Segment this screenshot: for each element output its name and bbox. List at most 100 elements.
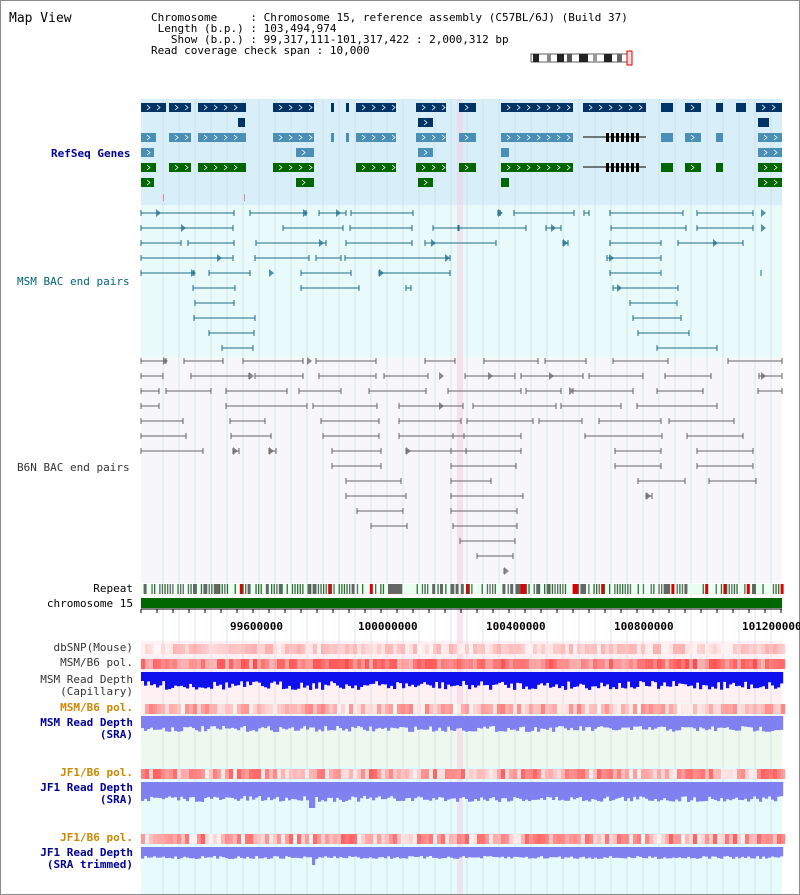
track-label-refseq[interactable]: RefSeq Genes bbox=[51, 147, 131, 160]
gene-feature bbox=[416, 133, 446, 142]
gene-exon bbox=[621, 163, 624, 172]
heat-cell bbox=[341, 834, 346, 844]
heat-cell bbox=[565, 769, 570, 779]
repeat-element bbox=[715, 584, 717, 594]
heat-cell bbox=[349, 704, 354, 714]
refseq-genes-track[interactable] bbox=[141, 103, 782, 201]
strand-arrow bbox=[146, 149, 151, 156]
track-label-msm-bac[interactable]: MSM BAC end pairs bbox=[17, 275, 130, 288]
depth-bar bbox=[543, 782, 547, 800]
bac-end-marker bbox=[336, 209, 341, 217]
depth-bar bbox=[549, 716, 553, 728]
heat-cell bbox=[689, 704, 694, 714]
depth-bar bbox=[780, 672, 784, 684]
depth-bar bbox=[333, 847, 337, 857]
track-label-msm-b6-pol-2[interactable]: MSM/B6 pol. bbox=[60, 701, 133, 714]
heat-cell bbox=[233, 644, 238, 654]
repeat-track[interactable] bbox=[141, 584, 784, 594]
track-label-msm-b6-pol-1[interactable]: MSM/B6 pol. bbox=[60, 656, 133, 669]
heat-cell bbox=[641, 834, 646, 844]
depth-bar bbox=[381, 716, 385, 729]
depth-bar bbox=[759, 847, 763, 859]
strand-arrow bbox=[546, 164, 551, 171]
track-label-b6n-bac[interactable]: B6N BAC end pairs bbox=[17, 461, 130, 474]
chromosome-bar[interactable] bbox=[141, 598, 782, 608]
heat-cell bbox=[521, 834, 526, 844]
depth-bar bbox=[552, 716, 556, 732]
heat-cell bbox=[457, 834, 462, 844]
repeat-element bbox=[328, 584, 332, 594]
track-label-jf1-depth-trimmed[interactable]: JF1 Read Depth bbox=[40, 846, 133, 859]
heat-cell bbox=[493, 644, 498, 654]
depth-bar bbox=[369, 716, 373, 727]
heat-cell bbox=[761, 834, 766, 844]
depth-bar bbox=[351, 847, 355, 857]
track-label-msm-depth-capillary[interactable]: MSM Read Depth bbox=[40, 673, 133, 686]
track-label-jf1-pol-2[interactable]: JF1/B6 pol. bbox=[60, 831, 133, 844]
track-label-msm-depth-sra[interactable]: MSM Read Depth bbox=[40, 716, 133, 729]
depth-bar bbox=[261, 672, 265, 687]
depth-bar bbox=[495, 782, 499, 801]
depth-bar bbox=[567, 782, 571, 801]
depth-bar bbox=[468, 672, 472, 690]
depth-bar bbox=[195, 782, 199, 802]
heat-cell bbox=[197, 659, 202, 669]
heat-cell bbox=[381, 659, 386, 669]
depth-bar bbox=[228, 782, 232, 798]
heat-cell bbox=[533, 834, 538, 844]
heat-cell bbox=[473, 834, 478, 844]
depth-bar bbox=[771, 782, 775, 800]
heat-cell bbox=[385, 659, 390, 669]
repeat-element bbox=[614, 584, 616, 594]
depth-bar bbox=[495, 716, 499, 732]
depth-bar bbox=[735, 672, 739, 687]
gene-feature bbox=[416, 163, 446, 172]
heat-cell bbox=[713, 704, 718, 714]
heat-cell bbox=[617, 769, 622, 779]
track-label-repeat[interactable]: Repeat bbox=[93, 582, 133, 595]
heat-cell bbox=[345, 704, 350, 714]
depth-bar bbox=[543, 672, 547, 686]
depth-bar bbox=[393, 847, 397, 858]
heat-cell bbox=[413, 769, 418, 779]
repeat-element bbox=[325, 584, 327, 594]
b6n-bac-track[interactable] bbox=[140, 357, 783, 575]
heat-cell bbox=[641, 704, 646, 714]
heat-cell bbox=[301, 644, 306, 654]
track-label-jf1-depth[interactable]: JF1 Read Depth bbox=[40, 781, 133, 794]
chromosome-ideogram[interactable] bbox=[530, 50, 633, 66]
depth-bar bbox=[372, 716, 376, 732]
depth-bar bbox=[201, 716, 205, 727]
depth-bar bbox=[153, 847, 157, 857]
heat-cell bbox=[441, 659, 446, 669]
depth-bar bbox=[303, 847, 307, 857]
track-label-jf1-pol-1[interactable]: JF1/B6 pol. bbox=[60, 766, 133, 779]
depth-bar bbox=[309, 672, 313, 690]
read-depth-tracks[interactable] bbox=[141, 672, 784, 865]
depth-bar bbox=[219, 672, 223, 685]
heatmap-tracks[interactable] bbox=[141, 644, 786, 844]
track-label-dbsnp[interactable]: dbSNP(Mouse) bbox=[53, 641, 133, 654]
depth-bar bbox=[636, 716, 640, 727]
heat-cell bbox=[193, 769, 198, 779]
heat-cell bbox=[221, 834, 226, 844]
depth-bar bbox=[705, 716, 709, 731]
heat-cell bbox=[625, 704, 630, 714]
heat-cell bbox=[537, 659, 542, 669]
depth-bar bbox=[438, 716, 442, 728]
bac-end-marker bbox=[156, 209, 161, 217]
msm-bac-track[interactable] bbox=[140, 209, 766, 351]
heat-cell bbox=[173, 704, 178, 714]
heat-cell bbox=[389, 769, 394, 779]
depth-bar bbox=[528, 782, 532, 802]
depth-bar bbox=[705, 847, 709, 857]
depth-bar bbox=[306, 847, 310, 858]
repeat-element bbox=[528, 584, 530, 594]
depth-bar bbox=[756, 847, 760, 857]
strand-arrow bbox=[371, 134, 376, 141]
gene-exon bbox=[611, 163, 614, 172]
depth-bar bbox=[183, 716, 187, 728]
depth-bar bbox=[231, 716, 235, 728]
depth-bar bbox=[360, 716, 364, 728]
